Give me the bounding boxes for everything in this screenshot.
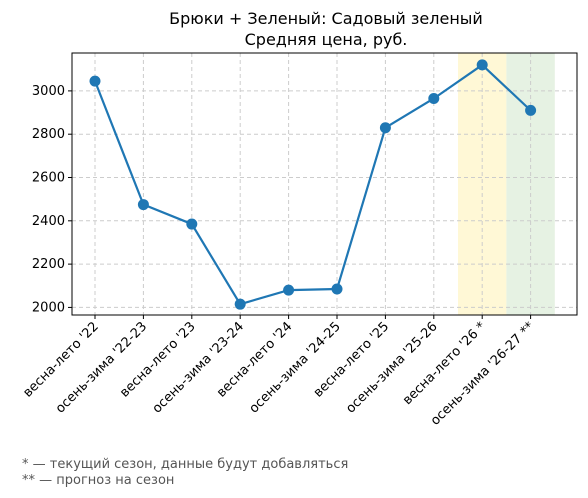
y-tick-label: 2000 — [32, 300, 65, 315]
chart-title: Брюки + Зеленый: Садовый зеленый — [169, 9, 483, 28]
highlight-band-0 — [458, 53, 507, 315]
x-tick-label: осень-зима '22-23 — [53, 319, 150, 416]
highlight-band-1 — [506, 53, 555, 315]
data-point — [379, 122, 391, 134]
data-point — [283, 284, 295, 296]
series-line-0 — [93, 63, 532, 306]
y-tick-label: 2600 — [32, 171, 65, 186]
footnote-forecast: ** — прогноз на сезон — [22, 473, 175, 488]
y-tick-label: 2400 — [32, 214, 65, 229]
y-tick-label: 3000 — [32, 84, 65, 99]
x-tick-label: весна-лето '26 * — [400, 319, 489, 408]
x-tick-label: осень-зима '24-25 — [247, 319, 344, 416]
y-tick-label: 2800 — [32, 127, 65, 142]
data-point — [476, 59, 488, 71]
data-point — [331, 283, 343, 295]
price-series — [89, 59, 537, 310]
plot-area-frame — [71, 52, 578, 316]
season-highlight-bands — [458, 53, 555, 315]
data-point — [234, 298, 246, 310]
x-tick-label: осень-зима '23-24 — [150, 319, 247, 416]
data-point — [428, 92, 440, 104]
x-tick-label: осень-зима '25-26 — [343, 319, 440, 416]
footnote-current-season: * — текущий сезон, данные будут добавлят… — [22, 457, 349, 472]
chart-subtitle: Средняя цена, руб. — [245, 30, 408, 49]
data-point — [137, 199, 149, 211]
data-point — [89, 75, 101, 87]
y-axis-ticks: 2000 2200 2400 2600 2800 3000 — [32, 84, 72, 315]
data-point — [186, 218, 198, 230]
y-tick-label: 2200 — [32, 257, 65, 272]
data-point — [525, 104, 537, 116]
grid-lines — [72, 53, 577, 315]
